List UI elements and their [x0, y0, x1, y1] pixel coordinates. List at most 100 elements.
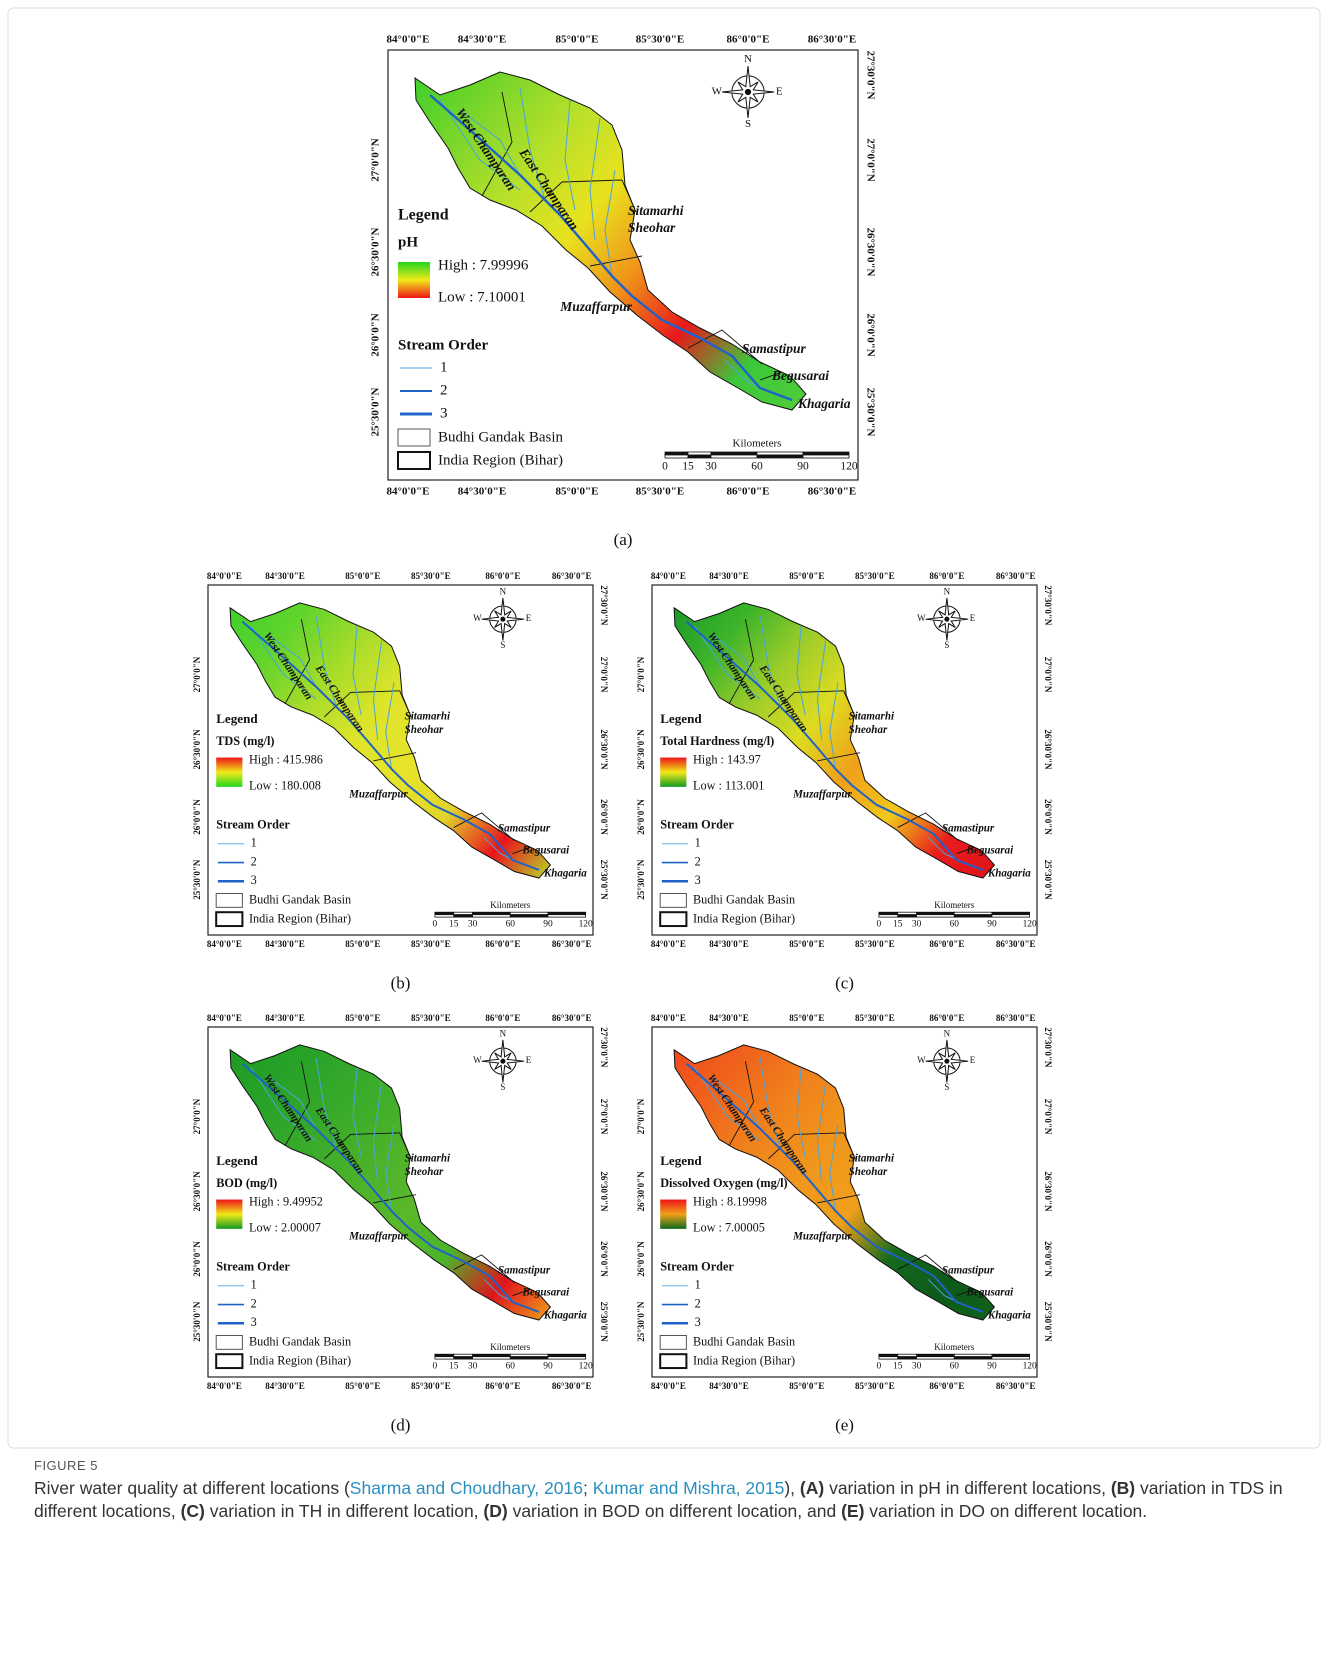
compass-letter: N	[500, 1029, 507, 1039]
district-label: Sheohar	[628, 220, 676, 235]
longitude-label: 84°0'0"E	[387, 486, 430, 498]
longitude-label: 85°0'0"E	[345, 939, 380, 949]
compass-letter: N	[500, 587, 507, 597]
page: { "figure": { "common": { "lon_labels": …	[0, 0, 1328, 1672]
citation-link[interactable]: Kumar and Mishra, 2015	[593, 1478, 785, 1498]
caption-segment: (D)	[483, 1501, 507, 1521]
longitude-label: 84°30'0"E	[265, 1381, 305, 1391]
stream-order-label: 1	[695, 836, 701, 850]
scale-segment	[548, 915, 586, 917]
scale-segment	[803, 455, 849, 458]
region-label: India Region (Bihar)	[693, 911, 795, 925]
stream-order-label: 2	[251, 1296, 257, 1310]
longitude-label: 86°30'0"E	[552, 1013, 592, 1023]
latitude-label: 26°0'0"N	[192, 1241, 202, 1277]
latitude-label: 27°0'0"N	[636, 1098, 646, 1134]
latitude-label: 27°30'0"N	[864, 50, 876, 99]
longitude-label: 86°30'0"E	[552, 939, 592, 949]
longitude-label: 84°0'0"E	[207, 571, 242, 581]
scale-segment	[757, 452, 803, 455]
district-label: Muzaffarpur	[792, 789, 852, 801]
longitude-label: 85°30'0"E	[411, 1013, 451, 1023]
latitude-label: 25°30'0"N	[636, 1301, 646, 1342]
longitude-label: 85°30'0"E	[855, 1381, 895, 1391]
latitude-label: 25°30'0"N	[370, 387, 382, 436]
district-label: Samastipur	[942, 1265, 995, 1277]
district-label: Khagaria	[543, 1309, 587, 1321]
scale-title: Kilometers	[934, 1342, 974, 1352]
citation-link[interactable]: Sharma and Choudhary, 2016	[350, 1478, 583, 1498]
compass-center	[500, 617, 505, 622]
district-label: Begusarai	[966, 1287, 1015, 1299]
longitude-label: 86°30'0"E	[996, 939, 1036, 949]
legend-title: Legend	[398, 207, 449, 224]
map-panel: West ChamparanEast ChamparanSitamarhiShe…	[636, 571, 1053, 993]
latitude-label: 27°30'0"N	[1043, 585, 1053, 626]
longitude-label: 86°0'0"E	[485, 939, 520, 949]
latitude-label: 27°30'0"N	[599, 585, 609, 626]
scale-segment	[454, 1357, 473, 1359]
scale-tick-label: 15	[449, 920, 459, 930]
caption-segment: (B)	[1111, 1478, 1135, 1498]
legend-swatch	[216, 758, 242, 787]
longitude-label: 84°30'0"E	[709, 939, 749, 949]
scale-tick-label: 0	[662, 461, 668, 473]
scale-tick-label: 60	[950, 920, 960, 930]
latitude-label: 26°0'0"N	[192, 799, 202, 835]
stream-order-label: 3	[251, 873, 257, 887]
compass-letter: S	[745, 118, 751, 130]
legend-high: High : 8.19998	[693, 1195, 767, 1209]
longitude-label: 86°30'0"E	[996, 1381, 1036, 1391]
longitude-label: 85°0'0"E	[789, 571, 824, 581]
compass-letter: S	[500, 1082, 505, 1092]
scale-segment	[992, 1357, 1030, 1359]
district-label: Sitamarhi	[628, 203, 684, 218]
scale-segment	[711, 455, 757, 458]
scale-segment	[954, 1357, 992, 1359]
basin-swatch	[216, 1335, 242, 1349]
compass-letter: W	[473, 1055, 482, 1065]
longitude-label: 84°30'0"E	[709, 1381, 749, 1391]
stream-order-label: 3	[440, 405, 448, 421]
district-label: Sheohar	[405, 724, 444, 736]
panel-label: (d)	[391, 1416, 411, 1435]
latitude-label: 25°30'0"N	[1043, 1302, 1053, 1343]
latitude-label: 26°30'0"N	[192, 1171, 202, 1212]
longitude-label: 84°30'0"E	[265, 1013, 305, 1023]
scale-tick-label: 0	[877, 1362, 882, 1372]
caption-segment: ;	[583, 1478, 593, 1498]
latitude-label: 27°30'0"N	[1043, 1027, 1053, 1068]
latitude-label: 26°0'0"N	[370, 313, 382, 357]
longitude-label: 84°30'0"E	[265, 571, 305, 581]
longitude-label: 85°0'0"E	[789, 1381, 824, 1391]
scale-segment	[510, 1357, 548, 1359]
latitude-label: 26°0'0"N	[864, 313, 876, 357]
legend-title: Legend	[216, 711, 258, 726]
parameter-title: TDS (mg/l)	[216, 734, 274, 748]
scale-segment	[435, 1357, 454, 1359]
compass-center	[745, 89, 751, 95]
longitude-label: 84°30'0"E	[458, 486, 506, 498]
compass-center	[944, 1059, 949, 1064]
scale-tick-label: 60	[751, 461, 763, 473]
latitude-label: 26°0'0"N	[599, 1241, 609, 1277]
scale-tick-label: 90	[543, 920, 553, 930]
district-label: Khagaria	[987, 867, 1031, 879]
region-swatch	[660, 1354, 686, 1368]
district-label: Muzaffarpur	[559, 299, 633, 314]
longitude-label: 85°0'0"E	[556, 486, 599, 498]
latitude-label: 27°0'0"N	[192, 656, 202, 692]
caption-segment: variation in pH in different locations,	[824, 1478, 1111, 1498]
region-swatch	[216, 912, 242, 926]
compass-letter: E	[526, 1055, 532, 1065]
scale-tick-label: 120	[1023, 1362, 1037, 1372]
latitude-label: 26°0'0"N	[636, 1241, 646, 1277]
longitude-label: 85°30'0"E	[411, 1381, 451, 1391]
latitude-label: 27°0'0"N	[636, 656, 646, 692]
caption-segment: ),	[784, 1478, 800, 1498]
scale-tick-label: 15	[893, 1362, 903, 1372]
scale-title: Kilometers	[490, 1342, 530, 1352]
longitude-label: 84°30'0"E	[709, 1013, 749, 1023]
longitude-label: 86°30'0"E	[808, 486, 856, 498]
longitude-label: 85°0'0"E	[789, 939, 824, 949]
